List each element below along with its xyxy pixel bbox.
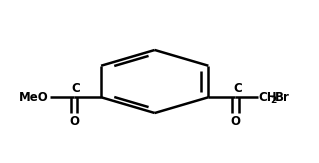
Text: Br: Br	[275, 91, 290, 104]
Text: C: C	[233, 82, 242, 95]
Text: CH: CH	[259, 91, 278, 104]
Text: O: O	[230, 115, 241, 128]
Text: O: O	[69, 115, 79, 128]
Text: C: C	[72, 82, 80, 95]
Text: 2: 2	[271, 96, 277, 105]
Text: MeO: MeO	[19, 91, 48, 104]
